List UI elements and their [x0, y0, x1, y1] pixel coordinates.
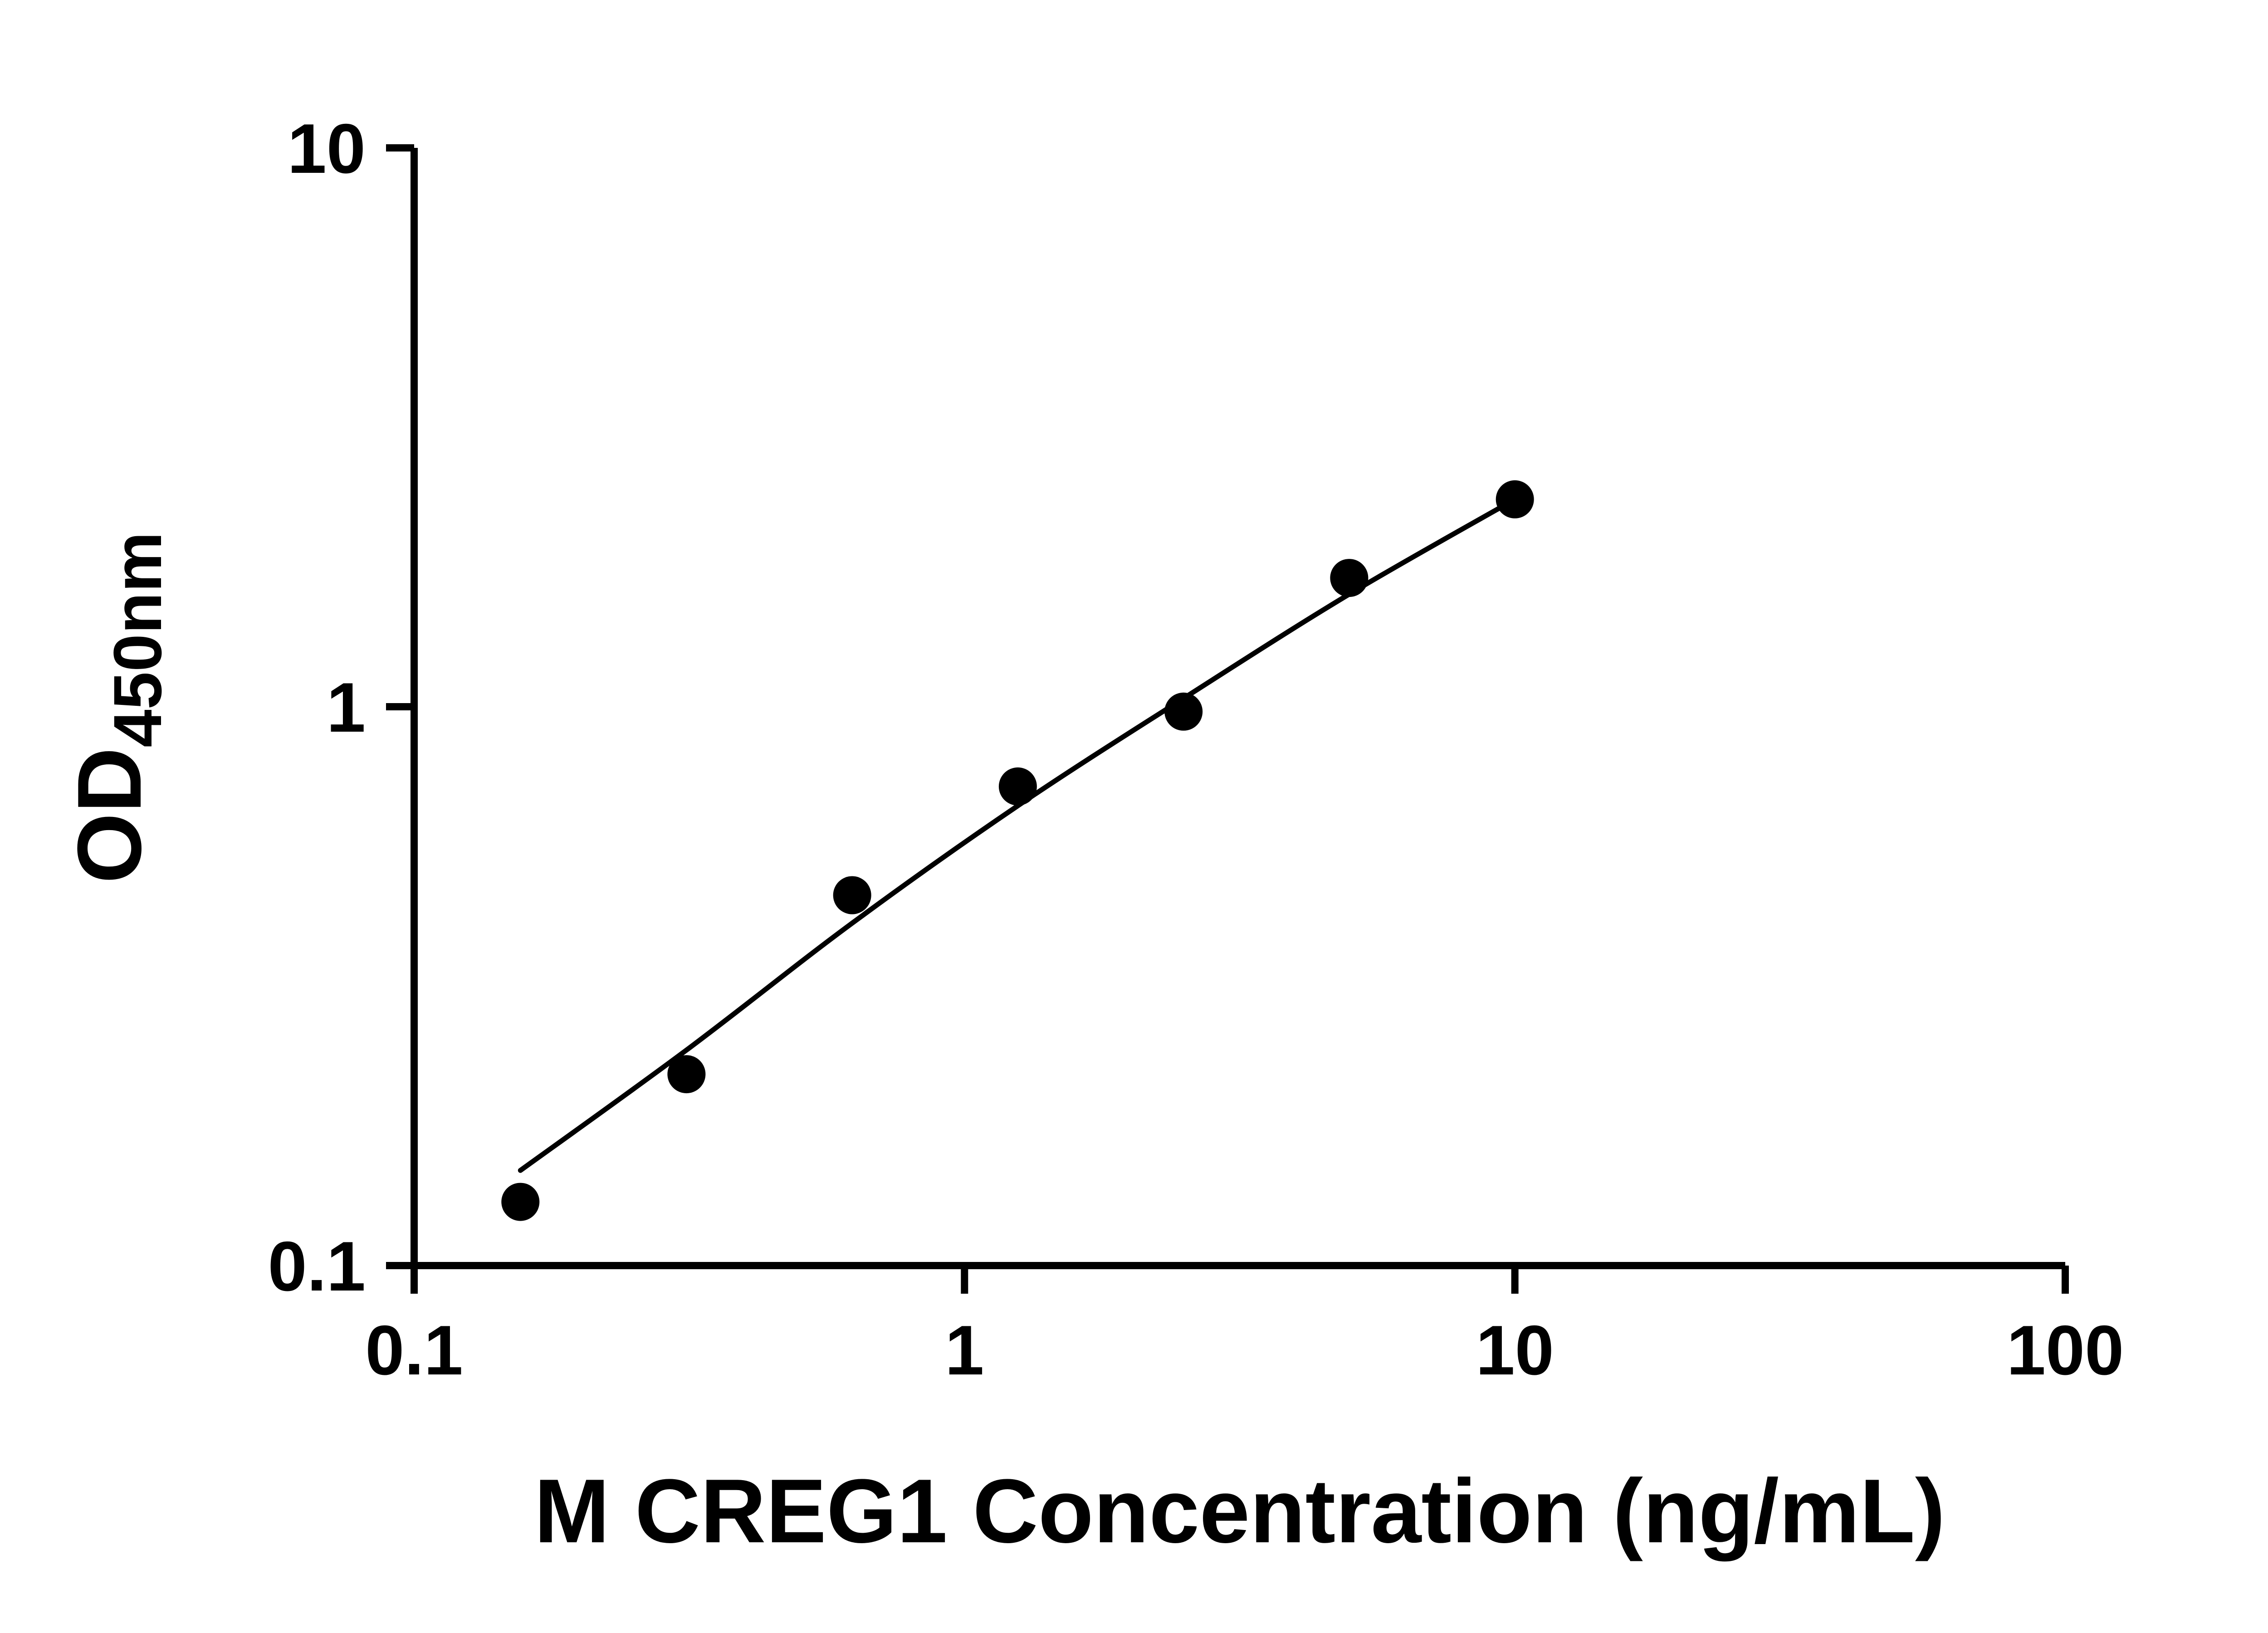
data-point [1496, 480, 1534, 518]
y-axis-title-sub: 450nm [99, 532, 176, 747]
x-axis-title: M CREG1 Concentration (ng/mL) [534, 1461, 1945, 1562]
y-axis-title-main: OD [59, 748, 160, 884]
plot-area: 0.1 1 10 100 0.1 1 10 [268, 109, 2124, 1389]
data-point [1164, 692, 1203, 731]
y-axis-title: OD450nm [59, 532, 176, 883]
data-point [1330, 559, 1369, 597]
data-point [501, 1183, 540, 1221]
axes [411, 148, 2065, 1269]
data-point [998, 767, 1037, 806]
y-tick-label: 0.1 [268, 1227, 366, 1305]
x-tick-label: 0.1 [365, 1311, 463, 1389]
data-point [667, 1055, 706, 1094]
y-tick-label: 1 [327, 668, 366, 747]
data-point [833, 876, 871, 914]
x-tick-label: 10 [1476, 1311, 1554, 1389]
y-tick-label: 10 [288, 109, 366, 188]
x-tick-label: 1 [945, 1311, 984, 1389]
x-tick-label: 100 [2007, 1311, 2124, 1389]
